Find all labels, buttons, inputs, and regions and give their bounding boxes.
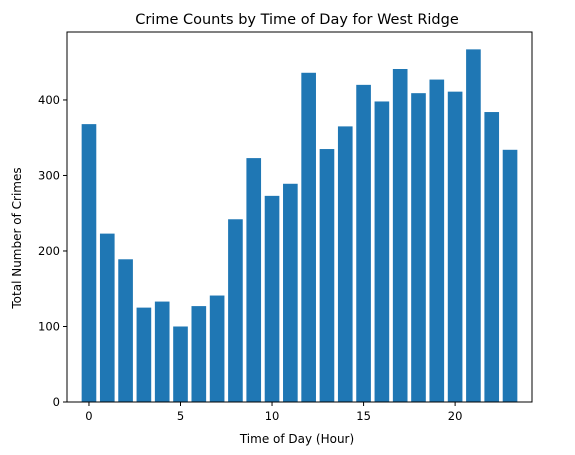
y-axis-label: Total Number of Crimes <box>10 167 24 309</box>
x-tick-label: 0 <box>85 409 92 423</box>
bar-hour-9 <box>246 158 262 402</box>
bar-hour-7 <box>209 295 225 402</box>
y-axis-ticks: 0 100 200 300 400 <box>38 93 67 409</box>
x-tick-label: 15 <box>356 409 371 423</box>
bar-hour-5 <box>173 326 188 402</box>
bar-hour-3 <box>136 307 152 402</box>
x-tick-label: 10 <box>265 409 280 423</box>
bar-hour-4 <box>154 301 170 402</box>
y-tick-label: 0 <box>53 395 60 409</box>
chart-title: Crime Counts by Time of Day for West Rid… <box>135 12 459 28</box>
bar-hour-12 <box>301 72 316 402</box>
y-tick-label: 100 <box>38 319 60 333</box>
bar-hour-0 <box>81 124 97 403</box>
bars-group <box>81 49 518 403</box>
plot-frame <box>66 31 533 403</box>
bar-hour-8 <box>228 219 243 402</box>
bar-hour-14 <box>337 126 353 402</box>
y-tick-label: 200 <box>38 244 60 258</box>
bar-hour-1 <box>99 233 115 402</box>
bar-hour-13 <box>319 149 335 402</box>
bar-hour-20 <box>447 91 463 402</box>
bar-hour-2 <box>118 259 133 402</box>
bar-hour-6 <box>191 306 207 402</box>
x-axis-ticks: 0 5 10 15 20 <box>85 402 462 423</box>
bar-hour-10 <box>264 195 280 402</box>
x-axis-label: Time of Day (Hour) <box>239 432 354 446</box>
y-tick-label: 400 <box>38 93 60 107</box>
bar-hour-22 <box>484 112 500 402</box>
bar-hour-15 <box>356 84 371 402</box>
x-tick-label: 20 <box>448 409 463 423</box>
bar-hour-16 <box>374 101 390 402</box>
bar-hour-11 <box>283 183 298 402</box>
bar-hour-23 <box>502 149 518 402</box>
bar-hour-17 <box>392 69 408 402</box>
y-tick-label: 300 <box>38 168 60 182</box>
bar-hour-19 <box>429 79 445 403</box>
bar-hour-18 <box>411 93 426 402</box>
bar-hour-21 <box>466 49 481 403</box>
x-tick-label: 5 <box>177 409 184 423</box>
